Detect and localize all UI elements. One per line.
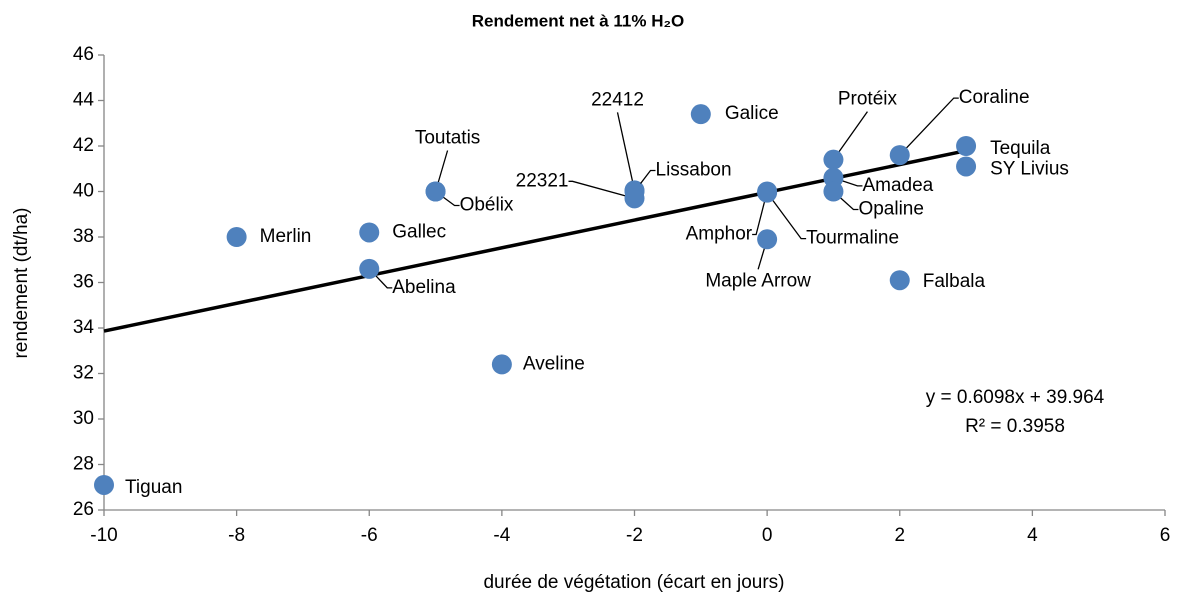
- x-tick-label: -4: [493, 525, 510, 546]
- x-tick-label: -8: [228, 525, 245, 546]
- point-label: 22412: [591, 89, 644, 110]
- y-tick-label: 38: [73, 226, 94, 247]
- point-label: Abelina: [392, 277, 456, 298]
- x-tick-label: -2: [626, 525, 643, 546]
- x-axis-label: durée de végétation (écart en jours): [483, 572, 784, 593]
- y-tick-label: 34: [73, 317, 95, 338]
- point-label: Amphor: [686, 224, 753, 245]
- point-label: Tiguan: [125, 477, 182, 498]
- point-label: Tourmaline: [806, 228, 899, 249]
- y-tick-label: 46: [73, 44, 94, 65]
- x-tick-label: -10: [90, 525, 117, 546]
- point: [889, 145, 910, 166]
- y-tick-label: 36: [73, 272, 94, 293]
- point-label: Tequila: [990, 138, 1051, 159]
- point: [757, 182, 778, 203]
- y-tick-label: 44: [73, 90, 95, 111]
- point-label: SY Livius: [990, 158, 1069, 179]
- point-label: Lissabon: [656, 160, 732, 181]
- point-label: Obélix: [460, 195, 514, 216]
- x-tick-label: 2: [894, 525, 905, 546]
- r-squared: R² = 0.3958: [965, 416, 1065, 437]
- x-tick-label: -6: [361, 525, 378, 546]
- point-label: Coraline: [959, 87, 1030, 108]
- point: [889, 270, 910, 291]
- y-tick-label: 32: [73, 363, 94, 384]
- point-label: Falbala: [923, 271, 986, 292]
- point-label: Maple Arrow: [705, 270, 811, 291]
- x-tick-label: 0: [762, 525, 773, 546]
- y-tick-label: 30: [73, 408, 94, 429]
- point: [690, 104, 711, 125]
- point-label: Galice: [725, 103, 779, 124]
- point: [823, 149, 844, 170]
- point: [359, 222, 380, 243]
- leader-line: [766, 192, 807, 240]
- x-tick-label: 4: [1027, 525, 1038, 546]
- point: [956, 156, 977, 177]
- point-label: Toutatis: [415, 128, 480, 149]
- x-tick-label: 6: [1160, 525, 1171, 546]
- y-tick-label: 42: [73, 135, 94, 156]
- point-label: Aveline: [523, 353, 585, 374]
- point-label: Merlin: [260, 226, 312, 247]
- y-axis-label: rendement (dt/ha): [11, 207, 32, 358]
- y-tick-label: 28: [73, 454, 94, 475]
- y-tick-label: 26: [73, 499, 94, 520]
- point-label: 22321: [516, 170, 569, 191]
- point: [956, 136, 977, 156]
- leader-line: [899, 97, 959, 156]
- point: [94, 474, 114, 495]
- chart-title: Rendement net à 11% H₂O: [472, 11, 685, 30]
- point-label: Opaline: [858, 199, 924, 220]
- equation: y = 0.6098x + 39.964: [926, 387, 1105, 408]
- leader-line: [616, 112, 636, 191]
- point: [757, 229, 778, 250]
- point: [491, 354, 512, 375]
- point: [624, 188, 645, 209]
- leader-line: [568, 180, 635, 199]
- trendline: [103, 148, 967, 333]
- point: [425, 181, 446, 202]
- point-label: Protéix: [838, 89, 898, 110]
- leader-line: [752, 191, 768, 236]
- point: [226, 227, 247, 247]
- point-label: Gallec: [392, 221, 446, 242]
- point: [359, 258, 380, 279]
- point-label: Amadea: [862, 175, 933, 196]
- y-tick-label: 40: [73, 181, 94, 202]
- point: [823, 181, 844, 202]
